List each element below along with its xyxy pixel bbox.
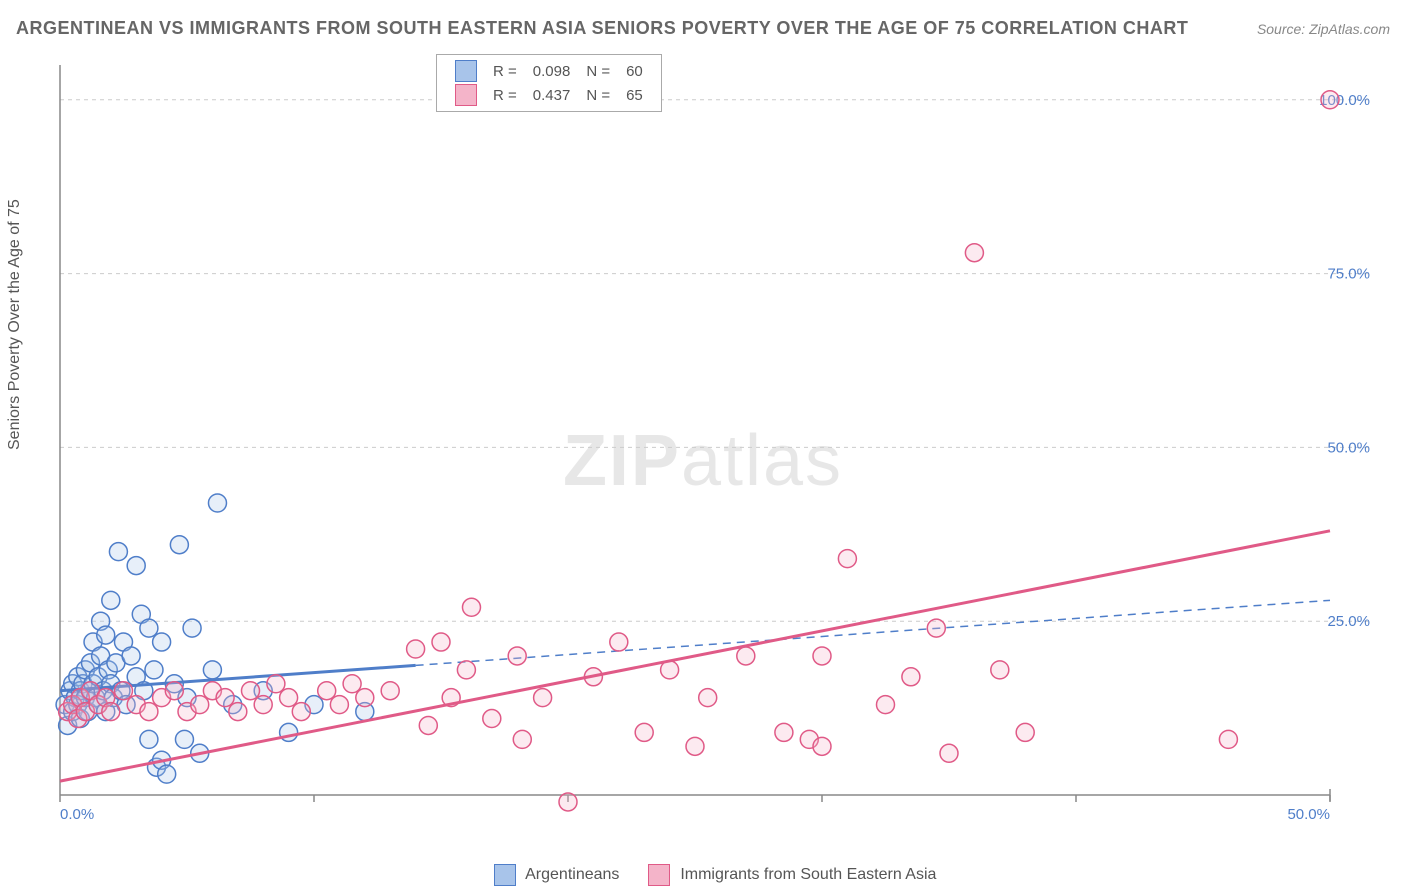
legend-row: R = 0.437 N = 65 [447, 83, 651, 107]
bottom-legend: Argentineans Immigrants from South Easte… [0, 864, 1406, 886]
svg-text:50.0%: 50.0% [1327, 439, 1370, 456]
legend-n-label: N = [578, 83, 618, 107]
scatter-chart: 25.0%50.0%75.0%100.0%0.0%50.0% [50, 55, 1380, 825]
legend-swatch-icon [494, 864, 516, 886]
svg-text:0.0%: 0.0% [60, 806, 94, 823]
legend-n-label: N = [578, 59, 618, 83]
y-axis-label: Seniors Poverty Over the Age of 75 [6, 199, 24, 450]
legend-swatch-icon [455, 84, 477, 106]
bottom-legend-label: Immigrants from South Eastern Asia [680, 866, 936, 883]
legend-r-label: R = [485, 83, 525, 107]
bottom-legend-label: Argentineans [525, 866, 619, 883]
correlation-legend: R = 0.098 N = 60 R = 0.437 N = 65 [436, 54, 662, 112]
svg-text:50.0%: 50.0% [1287, 806, 1330, 823]
legend-n-value: 65 [618, 83, 651, 107]
source-label: Source: ZipAtlas.com [1257, 21, 1390, 37]
legend-r-value: 0.098 [525, 59, 579, 83]
legend-swatch-icon [455, 60, 477, 82]
legend-swatch-icon [648, 864, 670, 886]
legend-n-value: 60 [618, 59, 651, 83]
plot-area: 25.0%50.0%75.0%100.0%0.0%50.0% [50, 55, 1380, 825]
legend-row: R = 0.098 N = 60 [447, 59, 651, 83]
svg-text:25.0%: 25.0% [1327, 613, 1370, 630]
title-bar: ARGENTINEAN VS IMMIGRANTS FROM SOUTH EAS… [16, 18, 1390, 39]
chart-title: ARGENTINEAN VS IMMIGRANTS FROM SOUTH EAS… [16, 18, 1188, 39]
legend-r-label: R = [485, 59, 525, 83]
svg-text:75.0%: 75.0% [1327, 266, 1370, 283]
legend-r-value: 0.437 [525, 83, 579, 107]
